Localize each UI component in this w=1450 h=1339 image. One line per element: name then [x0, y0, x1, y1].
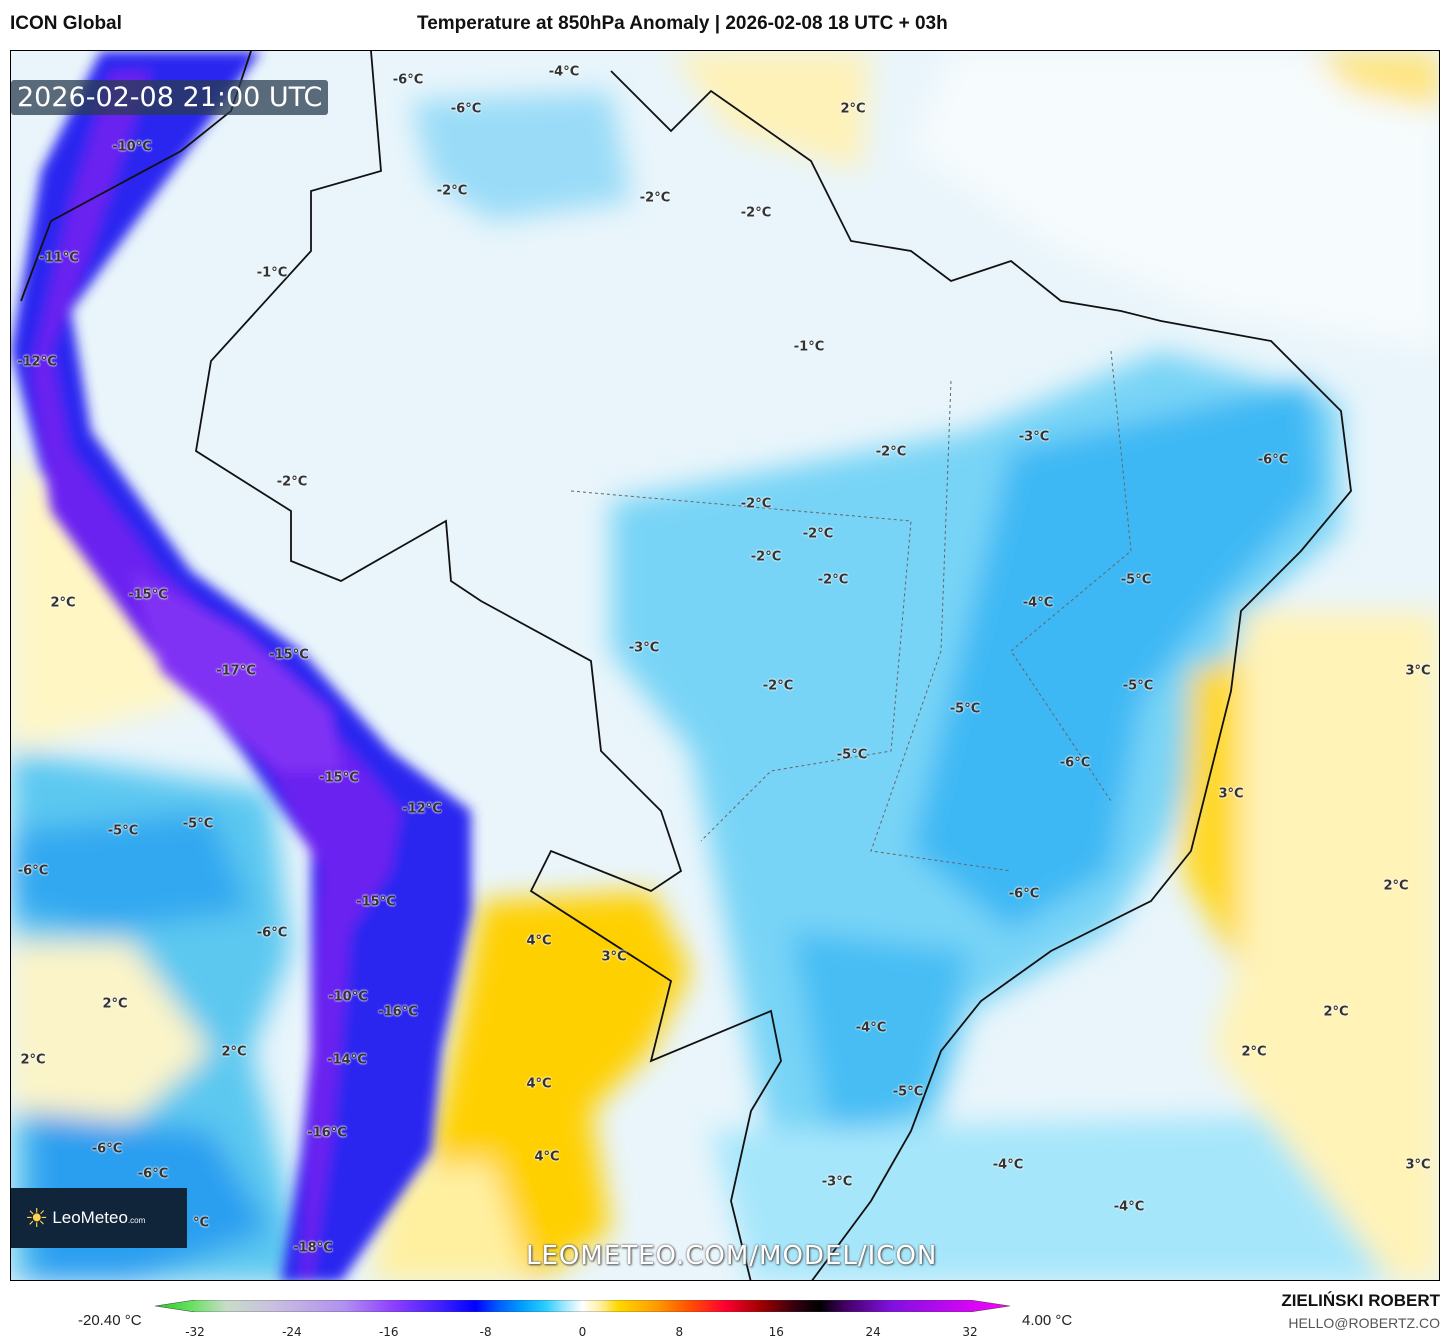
contour-label: -6°C	[17, 863, 49, 879]
watermark: LEOMETEO.COM/MODEL/ICON	[526, 1241, 938, 1271]
contour-label: -5°C	[892, 1084, 924, 1100]
colorbar-tick: -32	[185, 1325, 205, 1339]
contour-label: -12°C	[17, 354, 57, 370]
contour-label: -4°C	[855, 1020, 887, 1036]
contour-label: 4°C	[526, 1076, 552, 1092]
contour-label: -15°C	[269, 647, 309, 663]
contour-label: -5°C	[1122, 678, 1154, 694]
contour-label: -6°C	[1059, 755, 1091, 771]
contour-label: -2°C	[276, 474, 308, 490]
contour-label: -14°C	[327, 1052, 367, 1068]
contour-label: -5°C	[949, 701, 981, 717]
logo-text: LeoMeteo	[52, 1208, 128, 1227]
contour-label: 2°C	[50, 595, 76, 611]
contour-label: -4°C	[1022, 595, 1054, 611]
colorbar-tick: 24	[865, 1325, 881, 1339]
colorbar-tick: -24	[282, 1325, 302, 1339]
contour-label: -15°C	[319, 770, 359, 786]
contour-label: -6°C	[137, 1166, 169, 1182]
contour-label: -1°C	[793, 339, 825, 355]
contour-label: 4°C	[526, 933, 552, 949]
contour-label: -2°C	[639, 190, 671, 206]
contour-label: -2°C	[740, 496, 772, 512]
contour-label: -11°C	[39, 250, 79, 266]
contour-label: -3°C	[628, 640, 660, 656]
model-name: ICON Global	[10, 13, 122, 34]
contour-label: -6°C	[256, 925, 288, 941]
contour-label: -2°C	[762, 678, 794, 694]
contour-label: 2°C	[20, 1052, 46, 1068]
contour-label: -15°C	[356, 894, 396, 910]
contour-label: 3°C	[1405, 1157, 1431, 1173]
contour-label: -4°C	[1113, 1199, 1145, 1215]
contour-label: 2°C	[1241, 1044, 1267, 1060]
contour-label: -15°C	[128, 587, 168, 603]
contour-label: -5°C	[836, 747, 868, 763]
author-name: ZIELIŃSKI ROBERT	[1281, 1291, 1440, 1310]
contour-label: -5°C	[107, 823, 139, 839]
contour-label: -16°C	[378, 1004, 418, 1020]
contour-label: -2°C	[436, 183, 468, 199]
contour-label: 3°C	[1218, 786, 1244, 802]
contour-label: -5°C	[182, 816, 214, 832]
map-title: Temperature at 850hPa Anomaly | 2026-02-…	[417, 13, 948, 34]
contour-label: -2°C	[802, 526, 834, 542]
contour-label: 3°C	[1405, 663, 1431, 679]
contour-label: 2°C	[1323, 1004, 1349, 1020]
contour-label: -6°C	[91, 1141, 123, 1157]
colorbar-tick: 8	[675, 1325, 684, 1339]
sun-icon: ☀	[25, 1202, 49, 1233]
contour-label: 2°C	[221, 1044, 247, 1060]
contour-label: -4°C	[548, 64, 580, 80]
contour-label: -6°C	[1257, 452, 1289, 468]
contour-label: -2°C	[817, 572, 849, 588]
contour-label: -2°C	[875, 444, 907, 460]
anomaly-map[interactable]: -6°C -4°C -6°C 2°C -10°C -2°C -2°C -2°C -11°C -1°…	[10, 50, 1440, 1281]
contour-label: -1°C	[256, 265, 288, 281]
colorbar-tick: 32	[962, 1325, 978, 1339]
contour-label: °C	[192, 1215, 210, 1231]
colorbar-tick: 16	[768, 1325, 784, 1339]
contour-label: -12°C	[402, 801, 442, 817]
contour-label: -2°C	[740, 205, 772, 221]
map-field	[11, 51, 1439, 1280]
contour-label: -10°C	[112, 139, 152, 155]
colorbar-max-label: 4.00 °C	[1022, 1312, 1073, 1329]
contour-label: -2°C	[750, 549, 782, 565]
contour-label: -6°C	[1008, 886, 1040, 902]
contour-label: -6°C	[450, 101, 482, 117]
valid-time-badge: 2026-02-08 21:00 UTC	[11, 80, 329, 115]
contour-label: -3°C	[821, 1174, 853, 1190]
contour-label: 2°C	[1383, 878, 1409, 894]
contour-label: 3°C	[601, 949, 627, 965]
colorbar-tick: 0	[578, 1325, 587, 1339]
contour-label: 4°C	[534, 1149, 560, 1165]
colorbar-tick: -16	[378, 1325, 399, 1339]
colorbar-tick: -8	[479, 1325, 492, 1339]
contour-label: -10°C	[328, 989, 368, 1005]
contour-label: -18°C	[293, 1240, 333, 1256]
contour-label: -17°C	[216, 663, 256, 679]
logo-suffix: .com	[127, 1216, 146, 1225]
leometeo-logo[interactable]: ☀ LeoMeteo .com	[11, 1188, 187, 1248]
contour-label: -5°C	[1120, 572, 1152, 588]
colorbar-min-label: -20.40 °C	[78, 1312, 142, 1329]
author-email[interactable]: HELLO@ROBERTZ.CO	[1288, 1315, 1440, 1331]
contour-label: 2°C	[102, 996, 128, 1012]
colorbar	[155, 1300, 1010, 1312]
contour-label: -3°C	[1018, 429, 1050, 445]
contour-label: -4°C	[992, 1157, 1024, 1173]
contour-label: -6°C	[392, 72, 424, 88]
contour-label: 2°C	[840, 101, 866, 117]
contour-label: -16°C	[307, 1125, 347, 1141]
